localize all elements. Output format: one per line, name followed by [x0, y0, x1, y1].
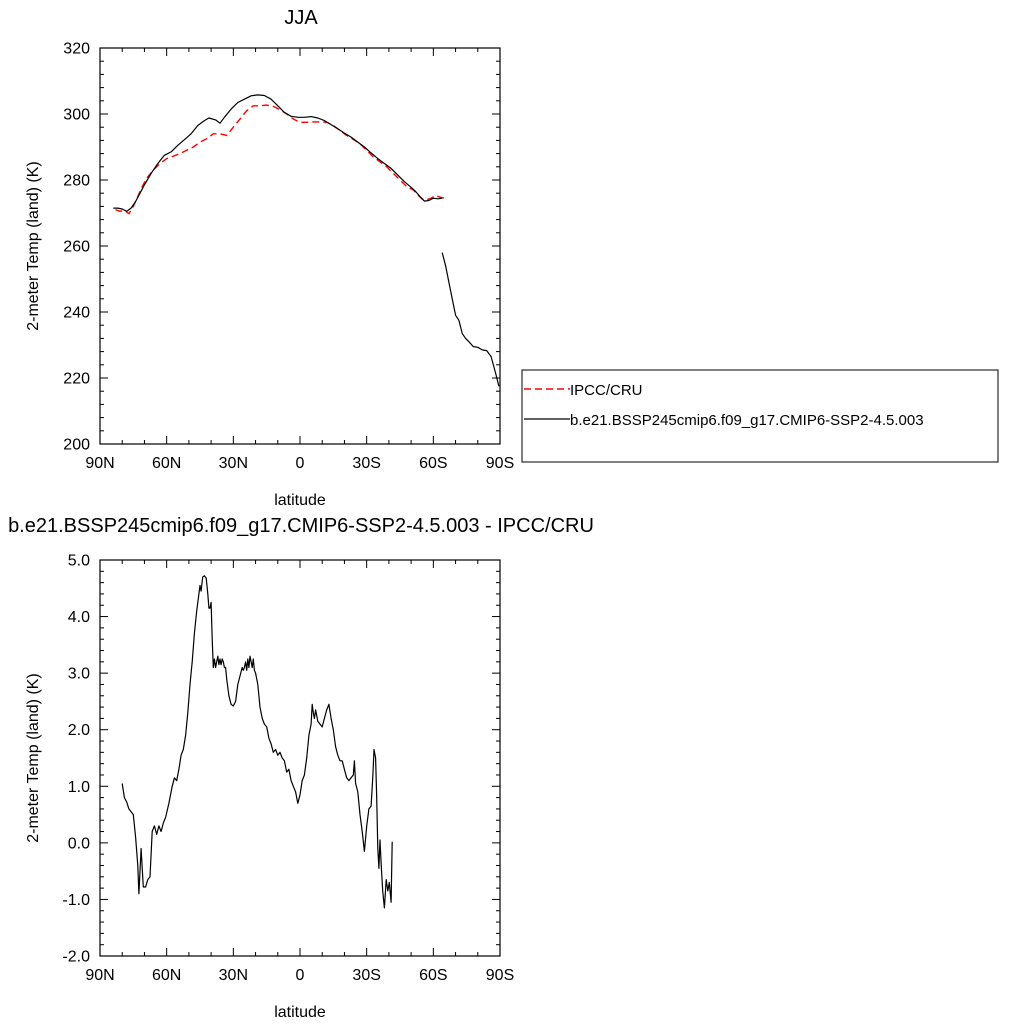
- y-tick-label: 240: [63, 305, 90, 322]
- x-tick-label: 0: [296, 455, 305, 472]
- panel-1-title: JJA: [284, 7, 318, 29]
- panel-1-plot-frame: [99, 47, 501, 445]
- panel-2-tick-marks: [99, 559, 501, 957]
- panel-2-tick-labels: 90N 60N 30N 0 30S 60S 90S -2.0 -1.0 0.0 1.0 2.0 3.0 4…: [62, 553, 514, 985]
- x-tick-label: 90N: [85, 455, 114, 472]
- y-tick-label: 0.0: [68, 835, 90, 852]
- x-tick-label: 30S: [352, 455, 380, 472]
- y-tick-label: 2.0: [68, 722, 90, 739]
- legend-label-ipcc-cru: IPCC/CRU: [570, 382, 643, 399]
- x-tick-label: 60N: [152, 455, 181, 472]
- x-tick-label: 60S: [419, 455, 447, 472]
- panel-1-y-axis-label: 2-meter Temp (land) (K): [25, 161, 42, 331]
- x-tick-label: 30S: [352, 967, 380, 984]
- panel-2-y-axis-label: 2-meter Temp (land) (K): [25, 673, 42, 843]
- x-tick-label: 0: [296, 967, 305, 984]
- x-tick-label: 60N: [152, 967, 181, 984]
- y-tick-label: 280: [63, 173, 90, 190]
- y-tick-label: -2.0: [62, 949, 90, 966]
- panel-2-title: b.e21.BSSP245cmip6.f09_g17.CMIP6-SSP2-4.…: [8, 515, 594, 537]
- x-tick-label: 90N: [85, 967, 114, 984]
- y-tick-label: 1.0: [68, 779, 90, 796]
- x-tick-label: 90S: [486, 967, 514, 984]
- legend-box: [521, 369, 999, 463]
- panel-2-plot-frame: [99, 559, 501, 957]
- series-line-1-segment-1: [441, 252, 500, 387]
- panel-1-tick-labels: 90N 60N 30N 0 30S 60S 90S 200 220 240 260 280 300 320: [63, 41, 514, 473]
- x-tick-label: 90S: [486, 455, 514, 472]
- panel-2-chart: b.e21.BSSP245cmip6.f09_g17.CMIP6-SSP2-4.…: [8, 515, 594, 1021]
- panel-1-tick-marks: [99, 47, 501, 445]
- series-line-0-segment-0: [115, 104, 445, 215]
- legend: IPCC/CRU b.e21.BSSP245cmip6.f09_g17.CMIP…: [521, 369, 999, 463]
- y-tick-label: 3.0: [68, 666, 90, 683]
- y-tick-label: 4.0: [68, 609, 90, 626]
- x-tick-label: 60S: [419, 967, 447, 984]
- y-tick-label: -1.0: [62, 892, 90, 909]
- x-tick-label: 30N: [219, 455, 248, 472]
- y-tick-label: 300: [63, 107, 90, 124]
- y-tick-label: 200: [63, 437, 90, 454]
- y-tick-label: 260: [63, 239, 90, 256]
- panel-1-x-axis-label: latitude: [274, 492, 326, 509]
- series-line-0-segment-0: [121, 575, 393, 909]
- panel-2-x-axis-label: latitude: [274, 1004, 326, 1021]
- panel-1-chart: JJA 90N 60N 30N 0 30S 60S 90S 200 220 240 260 280 30…: [25, 7, 999, 509]
- panel-2-series-lines: [121, 575, 393, 909]
- y-tick-label: 320: [63, 41, 90, 58]
- legend-label-model: b.e21.BSSP245cmip6.f09_g17.CMIP6-SSP2-4.…: [570, 412, 924, 429]
- x-tick-label: 30N: [219, 967, 248, 984]
- y-tick-label: 220: [63, 371, 90, 388]
- y-tick-label: 5.0: [68, 553, 90, 570]
- panel-1-series-lines: [113, 94, 500, 387]
- series-line-1-segment-0: [113, 94, 443, 212]
